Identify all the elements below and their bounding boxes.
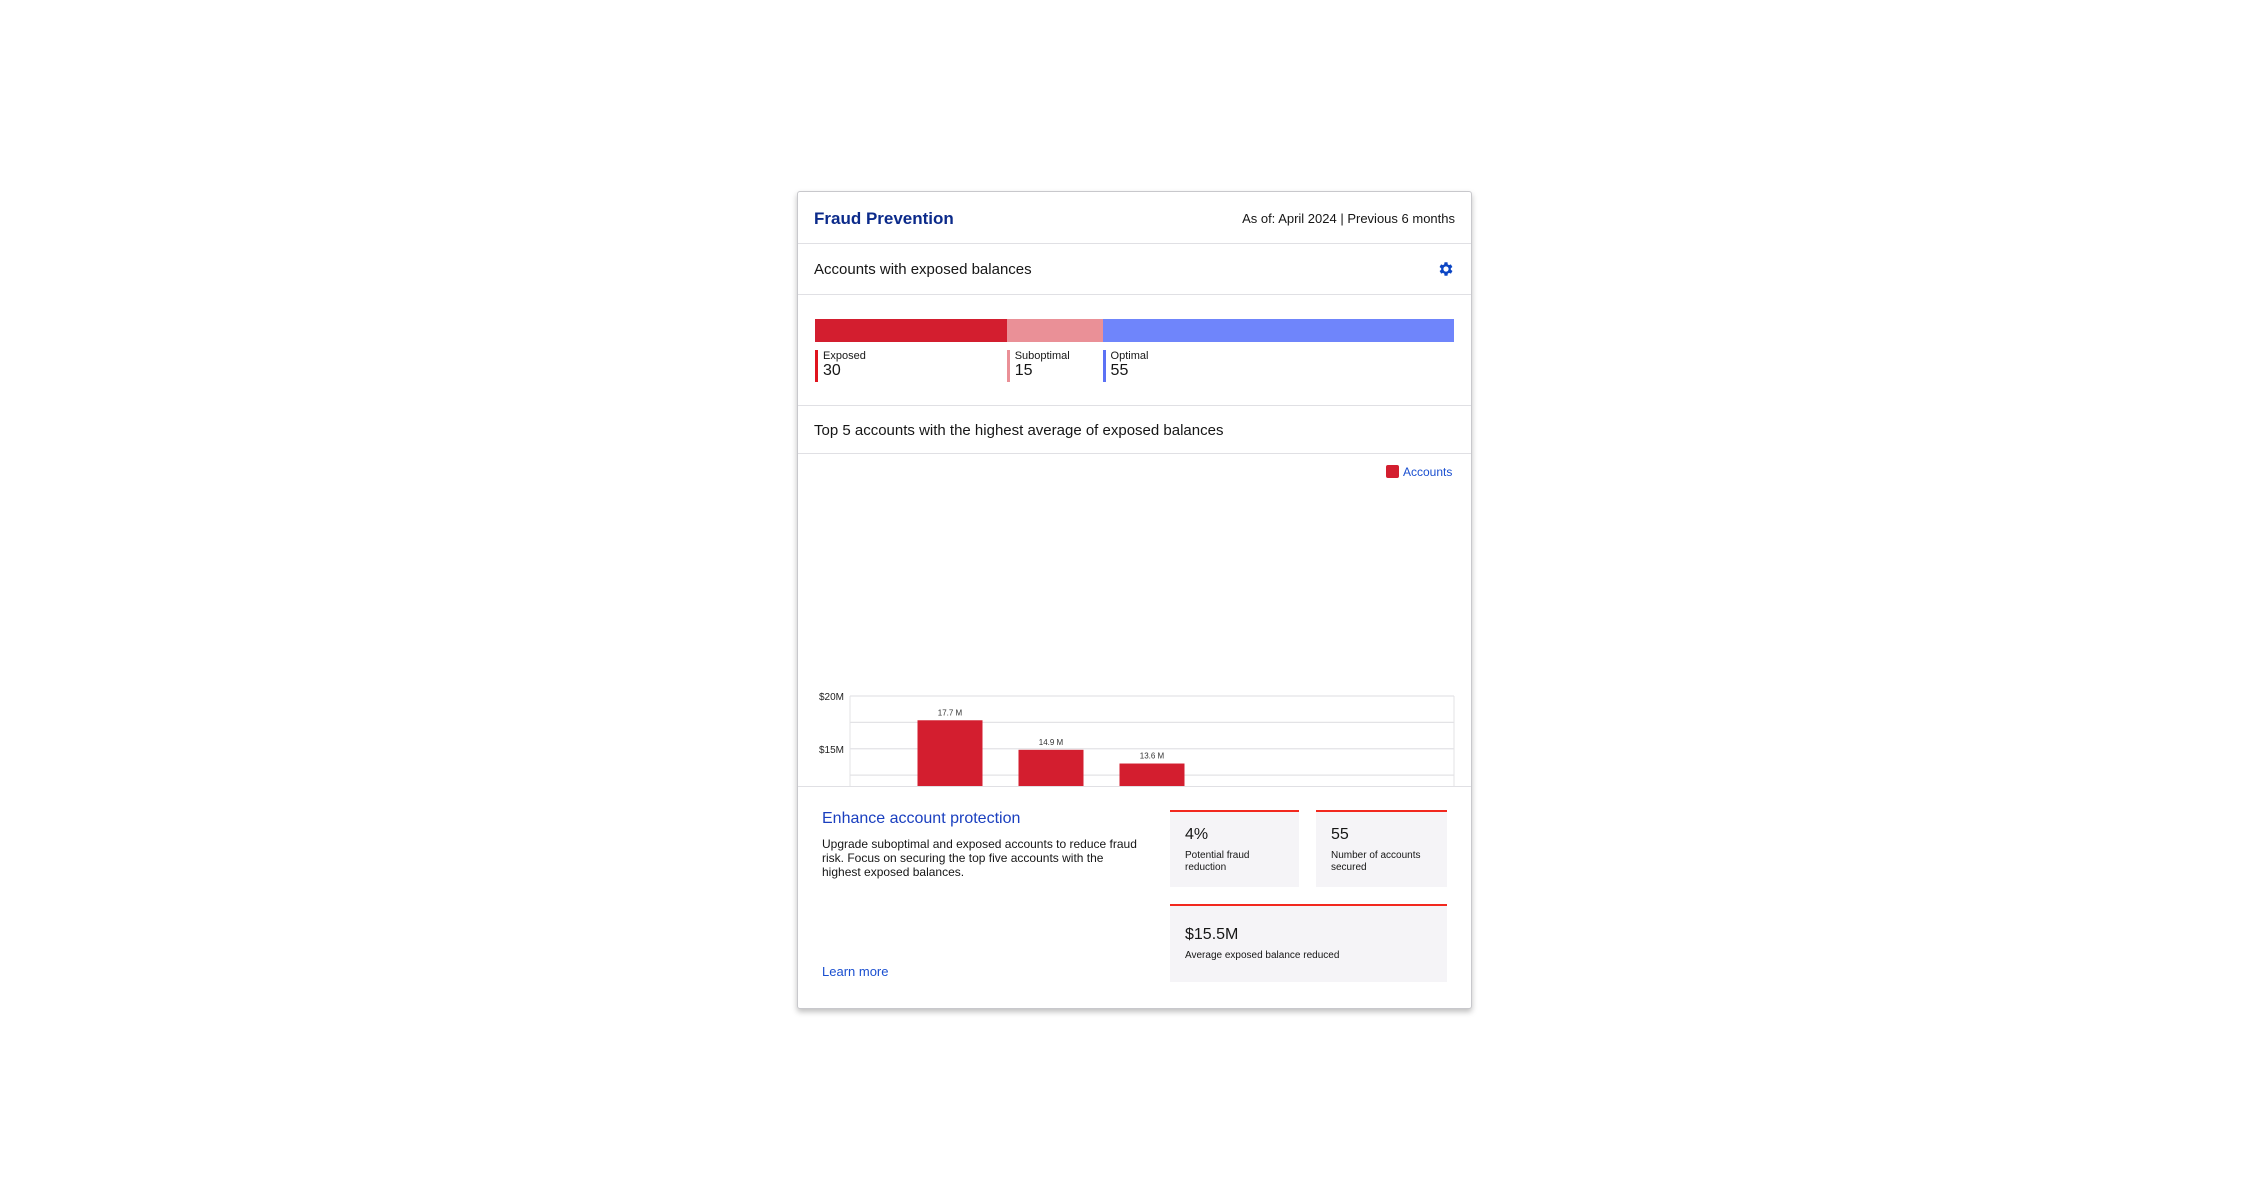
segment-suboptimal (1006, 319, 1103, 342)
as-of-date: As of: April 2024 | Previous 6 months (1242, 211, 1455, 226)
legend-swatch (1386, 465, 1399, 478)
card-title: Fraud Prevention (814, 209, 954, 228)
divider (798, 786, 1471, 787)
divider (798, 453, 1471, 454)
section-title-exposed: Accounts with exposed balances (814, 261, 1032, 278)
divider (798, 405, 1471, 406)
metric-value: $15.5M (1185, 926, 1239, 943)
data-label: 14.9 M (1039, 738, 1064, 747)
legend-label: Optimal (1110, 350, 1149, 362)
recommendation-body: Upgrade suboptimal and exposed accounts … (822, 837, 1137, 879)
y-tick-label: $20M (819, 692, 844, 703)
metric-tile-accounts-secured: 55 Number of accounts secured (1316, 810, 1447, 887)
divider (798, 243, 1471, 244)
metric-tile-balance-reduced: $15.5M Average exposed balance reduced (1170, 904, 1447, 982)
legend-label: Accounts (1403, 465, 1452, 479)
legend-value: 15 (1014, 362, 1033, 379)
metric-label: Number of accounts secured (1331, 850, 1421, 873)
data-label: 13.6 M (1140, 752, 1165, 761)
metric-value: 4% (1185, 826, 1209, 843)
segment-optimal (1102, 319, 1454, 342)
bar (1018, 749, 1084, 787)
y-tick-label: $15M (819, 745, 844, 756)
legend-label: Suboptimal (1014, 350, 1070, 362)
legend-value: 55 (1110, 362, 1129, 379)
fraud-prevention-card: Fraud Prevention As of: April 2024 | Pre… (797, 191, 1472, 1009)
legend-exposed: Exposed 30 (815, 350, 866, 382)
metric-value: 55 (1331, 826, 1349, 843)
metric-label: Average exposed balance reduced (1185, 950, 1340, 961)
segment-exposed (815, 319, 1007, 342)
section-title-top-accounts: Top 5 accounts with the highest average … (814, 422, 1224, 439)
legend-suboptimal: Suboptimal 15 (1006, 350, 1070, 382)
gear-icon[interactable] (1437, 260, 1455, 278)
legend-optimal: Optimal 55 (1102, 350, 1149, 382)
bar (1119, 763, 1185, 787)
legend-label: Exposed (823, 350, 866, 362)
metric-label: Potential fraud reduction (1185, 850, 1250, 873)
bar (917, 720, 983, 787)
divider (798, 294, 1471, 295)
recommendation-title: Enhance account protection (822, 810, 1021, 827)
metric-tile-fraud-reduction: 4% Potential fraud reduction (1170, 810, 1299, 887)
learn-more-link[interactable]: Learn more (822, 964, 889, 979)
data-label: 17.7 M (938, 708, 963, 717)
legend-value: 30 (823, 362, 841, 379)
